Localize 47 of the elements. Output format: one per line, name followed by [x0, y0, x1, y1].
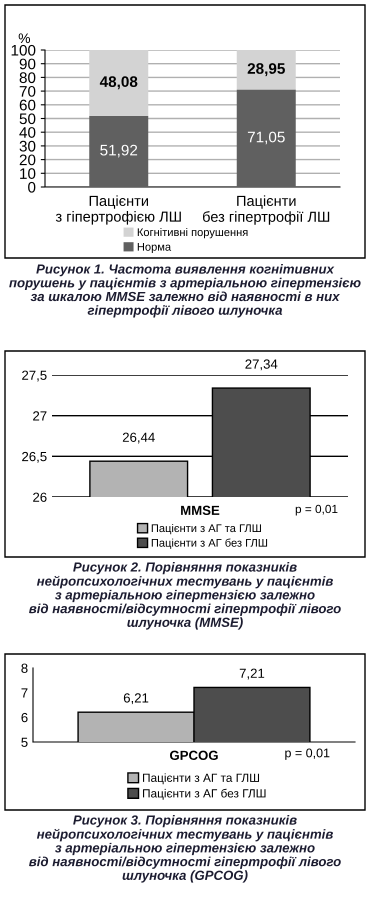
- legend-label: Пацієнти з АГ без ГЛШ: [143, 788, 266, 800]
- y-tick-label: 30: [20, 140, 36, 152]
- y-tick-label: 10: [20, 168, 36, 179]
- bar: [236, 90, 296, 187]
- y-tick-label: 60: [20, 100, 36, 110]
- x-tick-label: GPCOG: [170, 750, 218, 760]
- y-tick-label: 26,5: [22, 452, 47, 463]
- y-tick-label: 27: [33, 411, 46, 420]
- bar: [89, 116, 148, 187]
- y-tick-label: 100: [12, 44, 36, 56]
- y-tick-label: 50: [20, 113, 36, 124]
- x-tick-label: Пацієнти з гіпертрофією ЛШ: [56, 195, 181, 225]
- y-tick-label: 40: [19, 127, 36, 138]
- y-tick-label: 70: [20, 86, 36, 97]
- text: Рисунок 1. Частота виявлення когнітивних порушень у пацієнтів з артеріальною гіпертензією за шкалою MMSE залежно від наявності в них гіпертрофії лівого шлуночка: [9, 264, 361, 318]
- data-label: 71,05: [248, 132, 285, 144]
- data-label: 28,95: [248, 63, 285, 76]
- x-tick-label: MMSE: [181, 506, 220, 516]
- y-tick-label: 26: [33, 492, 47, 502]
- y-tick-label: 27,5: [22, 370, 47, 382]
- x-tick-label: Пацієнти без гіпертрофії ЛШ: [202, 195, 330, 225]
- data-label: 51,92: [100, 144, 138, 158]
- y-tick-label: 80: [20, 72, 36, 84]
- legend-label: Пацієнти з АГ та ГЛШ: [152, 524, 261, 534]
- data-label: 26,44: [122, 432, 155, 444]
- text: p = 0,01: [296, 504, 338, 516]
- text: p = 0,01: [285, 748, 330, 760]
- y-tick-label: 0: [28, 182, 36, 193]
- data-label: 6,21: [124, 693, 148, 704]
- text: Рисунок 3. Порівняння показників нейропсихологічних тестувань у пацієнтів з артеріальною гіпертензією залежно від наявності/відсутності гіпертрофії лівого шлуночка (GPCOG): [29, 815, 341, 883]
- y-tick-label: 8: [21, 664, 28, 673]
- legend-label: Когнітивні порушення: [138, 228, 248, 238]
- bar: [89, 50, 148, 116]
- legend-label: Пацієнти з АГ та ГЛШ: [143, 773, 260, 784]
- data-label: 48,08: [100, 76, 138, 90]
- y-axis-title: %: [18, 33, 30, 44]
- legend-label: Норма: [138, 242, 172, 253]
- data-label: 27,34: [245, 359, 278, 370]
- data-label: 7,21: [240, 668, 264, 680]
- legend-label: Пацієнти з АГ без ГЛШ: [152, 538, 268, 549]
- y-tick-label: 90: [20, 58, 36, 70]
- y-tick-label: 5: [21, 738, 28, 747]
- y-tick-label: 20: [20, 154, 36, 166]
- y-tick-label: 6: [21, 712, 28, 722]
- y-tick-label: 7: [21, 688, 28, 698]
- bar: [236, 50, 296, 90]
- text: Рисунок 2. Порівняння показників нейропсихологічних тестувань у пацієнтів з артеріальною гіпертензією залежно від наявності/відсутності гіпертрофії лівого шлуночка (MMSE): [29, 562, 341, 630]
